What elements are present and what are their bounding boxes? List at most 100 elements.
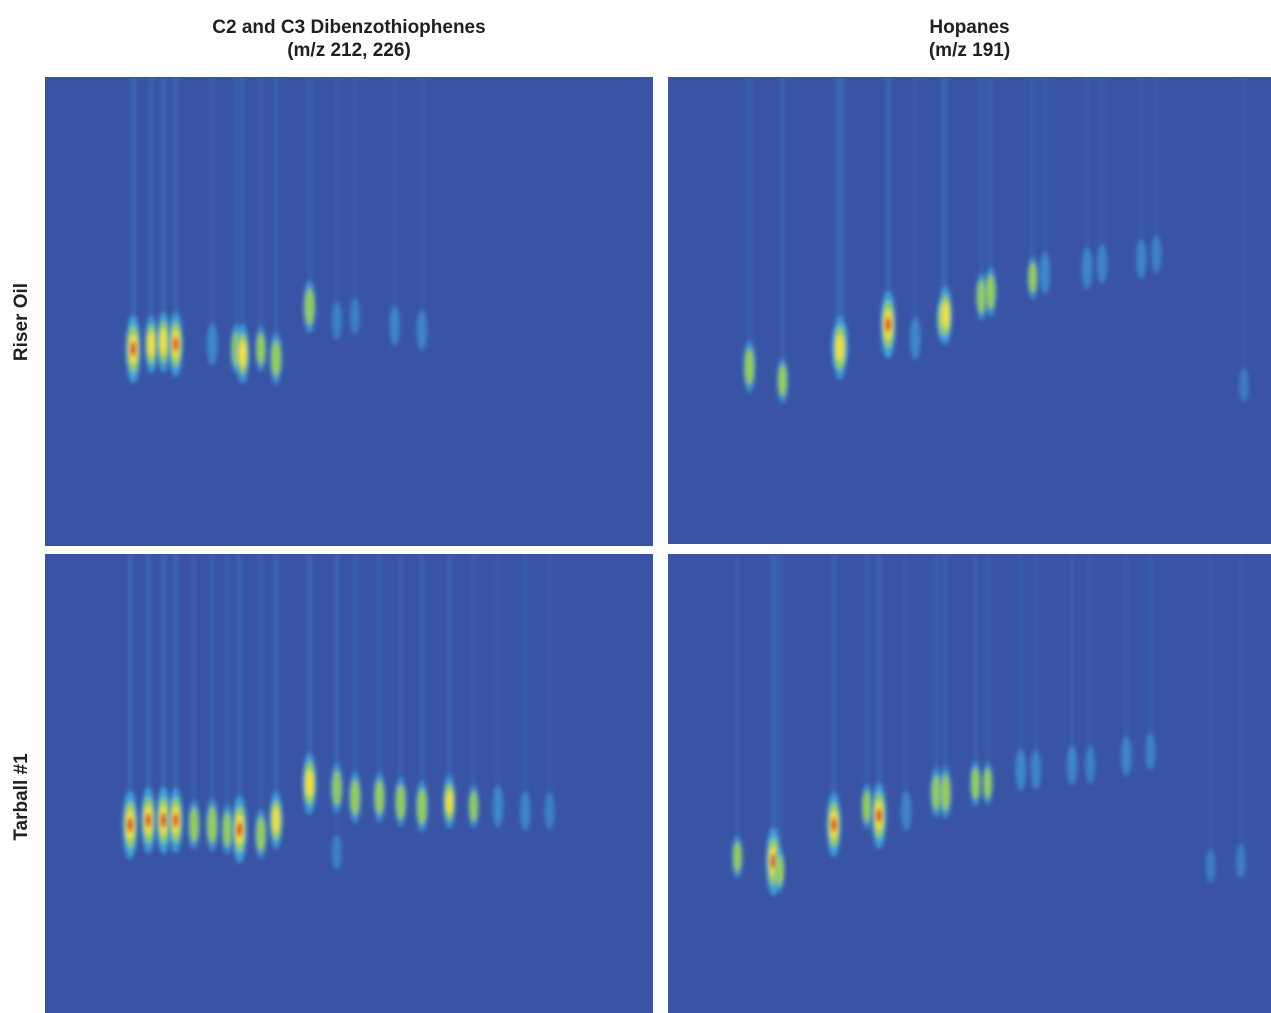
- peak-streak: [496, 554, 500, 797]
- heatmap-peak: [125, 77, 141, 384]
- peak-contour: [206, 323, 218, 366]
- heatmap-peak: [1066, 554, 1078, 786]
- peak-contour: [1151, 235, 1162, 274]
- peak-contour: [389, 305, 400, 346]
- peak-streak: [274, 77, 278, 349]
- peak-contour: [941, 301, 950, 329]
- heatmap-peak: [269, 77, 283, 385]
- peak-contour: [147, 331, 156, 358]
- peak-streak: [914, 77, 917, 329]
- peak-contour: [1145, 732, 1156, 771]
- peak-streak: [399, 554, 402, 792]
- heatmap-peak: [221, 554, 234, 855]
- peak-streak: [865, 554, 869, 797]
- heatmap-tarball-hopanes: [668, 554, 1271, 1013]
- heatmap-peak: [389, 77, 400, 346]
- heatmap-peak: [1239, 77, 1249, 403]
- peak-contour: [831, 817, 837, 832]
- peak-streak: [986, 554, 989, 774]
- heatmap-background: [45, 77, 653, 546]
- heatmap-riser-oil-dibenzothiophenes: [45, 77, 653, 546]
- peak-contour: [173, 813, 179, 828]
- peak-contour: [271, 340, 281, 377]
- peak-streak: [778, 554, 781, 861]
- peak-streak: [238, 554, 241, 820]
- peak-streak: [259, 554, 263, 824]
- heatmap-peak: [969, 554, 982, 807]
- heatmap-peak: [168, 77, 183, 377]
- peak-streak: [1125, 554, 1128, 746]
- column-title-text: C2 and C3 Dibenzothiophenes: [212, 17, 486, 38]
- heatmap-canvas: [668, 77, 1271, 544]
- heatmap-peak: [1030, 554, 1041, 790]
- heatmap-peak: [1206, 554, 1216, 884]
- heatmap-riser-oil-hopanes: [668, 77, 1271, 544]
- peak-streak: [944, 77, 947, 306]
- heatmap-peak: [975, 77, 988, 321]
- peak-contour: [416, 310, 428, 351]
- heatmap-peak: [416, 77, 428, 351]
- peak-contour: [1081, 247, 1093, 290]
- heatmap-tarball-dibenzothiophenes: [45, 554, 653, 1013]
- peak-contour: [127, 817, 133, 833]
- peak-streak: [420, 554, 424, 797]
- heatmap-peak: [832, 77, 847, 380]
- peak-contour: [350, 297, 360, 335]
- heatmap-peak: [1145, 554, 1156, 771]
- peak-contour: [1239, 368, 1249, 403]
- heatmap-peak: [156, 77, 171, 373]
- peak-contour: [189, 807, 199, 843]
- column-subtitle-text: (m/z 191): [928, 40, 1011, 61]
- peak-streak: [524, 554, 527, 802]
- peak-contour: [520, 791, 531, 832]
- peak-streak: [472, 554, 475, 797]
- peak-contour: [332, 834, 342, 871]
- peak-streak: [147, 554, 150, 811]
- heatmap-peak: [1236, 554, 1246, 880]
- peak-contour: [1121, 735, 1132, 776]
- heatmap-peak: [235, 77, 250, 384]
- peak-contour: [1136, 239, 1147, 280]
- peak-streak: [420, 77, 424, 321]
- heatmap-peak: [1121, 554, 1132, 776]
- peak-streak: [548, 554, 551, 802]
- peak-streak: [1088, 554, 1092, 756]
- peak-streak: [944, 554, 947, 783]
- peak-contour: [304, 288, 315, 326]
- peak-contour: [931, 775, 941, 811]
- peak-contour: [173, 337, 179, 352]
- heatmap-peak: [468, 554, 480, 829]
- peak-contour: [977, 279, 986, 314]
- peak-contour: [901, 791, 912, 832]
- peak-streak: [241, 77, 244, 344]
- peak-streak: [1149, 554, 1152, 742]
- peak-streak: [1242, 77, 1246, 376]
- peak-contour: [417, 788, 427, 825]
- heatmap-peak: [1081, 77, 1093, 290]
- heatmap-peak: [141, 554, 156, 854]
- peak-streak: [1031, 77, 1035, 268]
- heatmap-background: [668, 554, 1271, 1013]
- heatmap-peak: [168, 554, 183, 853]
- heatmap-peak: [1015, 554, 1026, 791]
- heatmap-peak: [206, 554, 219, 852]
- column-subtitle-text: (m/z 212, 226): [287, 40, 411, 61]
- heatmap-peak: [206, 77, 218, 366]
- peak-contour: [469, 791, 478, 822]
- peak-streak: [1019, 554, 1022, 760]
- peak-contour: [733, 841, 742, 873]
- peak-contour: [207, 806, 217, 844]
- heatmap-peak: [348, 554, 362, 824]
- peak-streak: [226, 554, 229, 820]
- peak-streak: [162, 77, 165, 332]
- peak-contour: [940, 774, 951, 811]
- peak-streak: [772, 554, 775, 852]
- heatmap-peak: [232, 554, 247, 863]
- row-label-tarball: Tarball #1: [11, 753, 32, 841]
- peak-contour: [986, 274, 996, 310]
- peak-contour: [1028, 262, 1037, 294]
- heatmap-peak: [930, 554, 943, 818]
- peak-streak: [308, 554, 311, 774]
- peak-contour: [396, 784, 406, 820]
- peak-streak: [838, 77, 842, 338]
